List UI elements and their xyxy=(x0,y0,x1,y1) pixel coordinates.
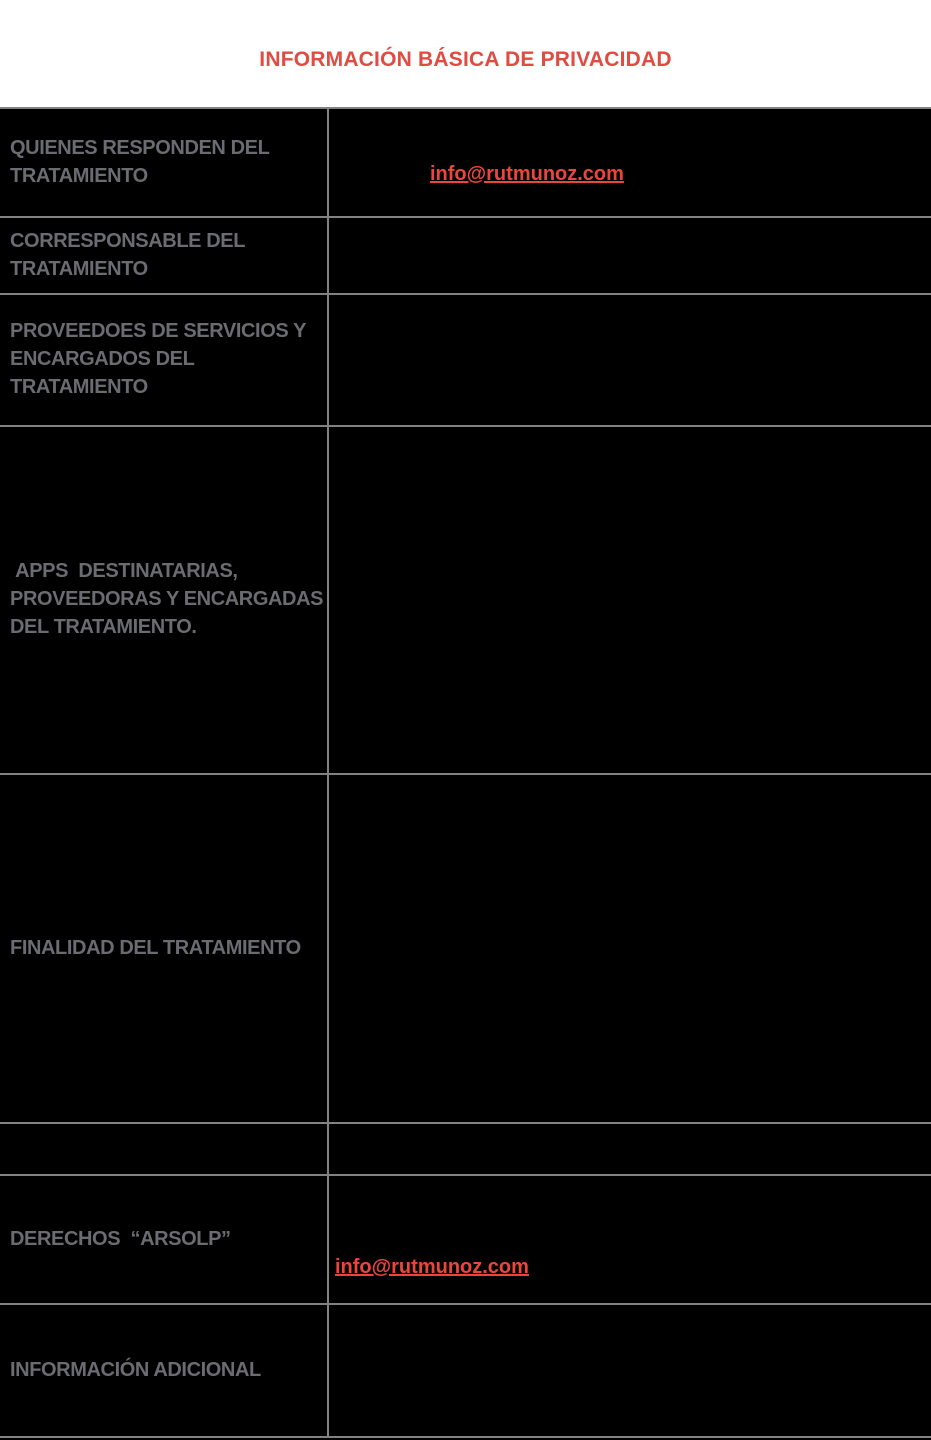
table-border-line xyxy=(0,1303,931,1305)
privacy-table: QUIENES RESPONDEN DEL TRATAMIENTO CORRES… xyxy=(0,107,931,1440)
email-link-derechos[interactable]: info@rutmunoz.com xyxy=(335,1256,529,1278)
table-border-line xyxy=(0,107,931,109)
row-label-apps: APPS DESTINATARIAS, PROVEEDORAS Y ENCARG… xyxy=(10,560,324,638)
email-link-responsables[interactable]: info@rutmunoz.com xyxy=(430,163,624,185)
table-border-line xyxy=(0,425,931,427)
table-border-line xyxy=(0,1436,931,1438)
row-label-proveedores: PROVEEDOES DE SERVICIOS Y ENCARGADOS DEL… xyxy=(10,320,307,398)
row-label-derechos: DERECHOS “ARSOLP” xyxy=(10,1227,231,1250)
table-border-line xyxy=(0,293,931,295)
row-label-empty xyxy=(0,1122,327,1174)
column-divider-line xyxy=(327,107,329,1438)
page-title: INFORMACIÓN BÁSICA DE PRIVACIDAD xyxy=(259,48,672,71)
table-border-line xyxy=(0,216,931,218)
row-label-responsables: QUIENES RESPONDEN DEL TRATAMIENTO xyxy=(10,136,270,187)
row-label-finalidad: FINALIDAD DEL TRATAMIENTO xyxy=(10,936,301,959)
table-border-line xyxy=(0,1174,931,1176)
table-border-line xyxy=(0,773,931,775)
row-label-corresponsable: CORRESPONSABLE DEL TRATAMIENTO xyxy=(10,229,246,280)
table-border-line xyxy=(0,1122,931,1124)
row-label-informacion-adicional: INFORMACIÓN ADICIONAL xyxy=(10,1358,261,1381)
